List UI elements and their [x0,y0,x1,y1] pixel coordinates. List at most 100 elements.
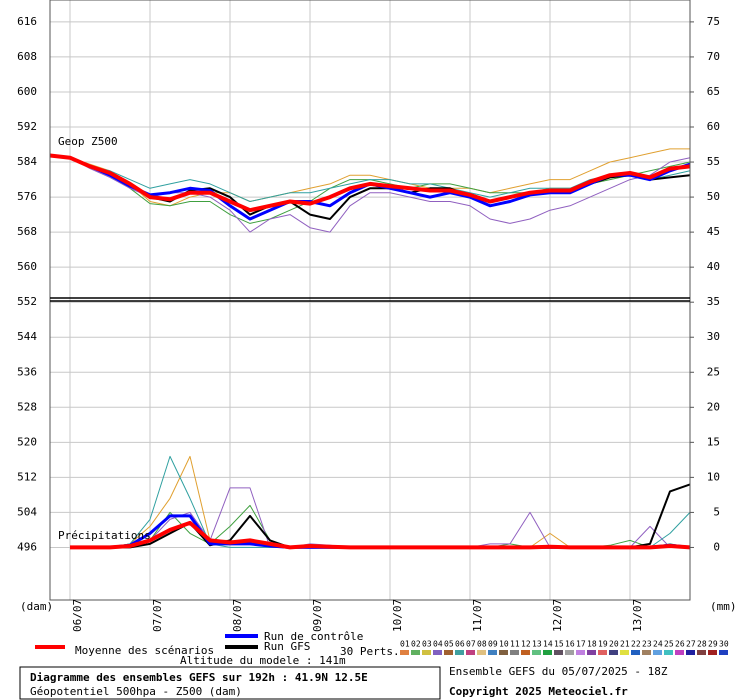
perturbation-swatch [444,650,453,655]
y2-tick-label: 25 [707,365,720,378]
y2-tick-label: 60 [707,120,720,133]
y2-tick-label: 15 [707,435,720,448]
y-tick-label: 520 [17,435,37,448]
perturbation-id: 10 [499,640,509,649]
x-tick-label: 07/07 [151,599,164,632]
member-z500-line [49,155,691,202]
perturbation-swatch [609,650,618,655]
perturbation-id: 18 [587,640,597,649]
y2-tick-label: 65 [707,85,720,98]
perturbation-id: 21 [620,640,630,649]
x-tick-label: 12/07 [551,599,564,632]
y-tick-label: 592 [17,120,37,133]
y2-tick-label: 55 [707,155,720,168]
perturbation-id: 13 [532,640,542,649]
y-tick-label: 576 [17,190,37,203]
y2-tick-label: 35 [707,295,720,308]
precip-label: Précipitations [58,529,151,542]
perturbation-swatch [631,650,640,655]
legend-label: Run de contrôle [264,630,363,643]
perturbation-id: 14 [543,640,553,649]
perturbation-id: 24 [653,640,663,649]
y2-axis-label: (mm) [710,600,737,613]
perturbation-swatch [433,650,442,655]
perturbation-id: 25 [664,640,674,649]
y-tick-label: 616 [17,15,37,28]
perturbation-swatch [488,650,497,655]
x-tick-label: 08/07 [231,599,244,632]
perturbation-id: 11 [510,640,520,649]
y-tick-label: 568 [17,225,37,238]
perturbation-id: 19 [598,640,608,649]
chart-title: Diagramme des ensembles GEFS sur 192h : … [30,671,368,684]
perturbation-swatch [686,650,695,655]
y-tick-label: 552 [17,295,37,308]
y2-tick-label: 75 [707,15,720,28]
perturbation-id: 30 [719,640,729,649]
altitude: Altitude du modele : 141m [180,654,346,667]
perturbation-swatch [466,650,475,655]
perturbation-id: 09 [488,640,498,649]
z500-label: Geop Z500 [58,135,118,148]
plot-frame [49,0,691,601]
y-axis-label: (dam) [20,600,53,613]
perturbation-swatch [499,650,508,655]
perturbation-id: 06 [455,640,465,649]
legend-label: Moyenne des scénarios [75,644,214,657]
perturbation-swatch [576,650,585,655]
perturbation-id: 05 [444,640,454,649]
perturbation-swatch [521,650,530,655]
x-tick-label: 13/07 [631,599,644,632]
perturbation-swatch [565,650,574,655]
perturbation-swatch [455,650,464,655]
y-tick-label: 512 [17,470,37,483]
perturbation-swatch [653,650,662,655]
perturbations-label: 30 Perts. [340,645,400,658]
y-tick-label: 560 [17,260,37,273]
x-tick-label: 09/07 [311,599,324,632]
perturbation-swatch [554,650,563,655]
perturbation-swatch [532,650,541,655]
perturbation-id: 12 [521,640,531,649]
y-tick-label: 504 [17,505,37,518]
perturbation-swatch [719,650,728,655]
member-z500-line [49,148,690,207]
y2-tick-label: 0 [713,540,720,553]
perturbation-id: 01 [400,640,410,649]
perturbation-id: 28 [697,640,707,649]
perturbation-id: 29 [708,640,718,649]
perturbation-id: 17 [576,640,586,649]
perturbation-swatch [642,650,651,655]
perturbation-swatch [708,650,717,655]
chart-subtitle: Géopotentiel 500hpa - Z500 (dam) [30,685,242,698]
y2-tick-label: 45 [707,225,720,238]
perturbation-swatch [411,650,420,655]
perturbation-id: 04 [433,640,443,649]
perturbation-swatch [675,650,684,655]
y-tick-label: 584 [17,155,37,168]
y2-tick-label: 30 [707,330,720,343]
perturbation-id: 07 [466,640,476,649]
y2-tick-label: 20 [707,400,720,413]
perturbation-swatch [587,650,596,655]
y-tick-label: 544 [17,330,37,343]
y-tick-label: 608 [17,50,37,63]
perturbation-swatch [598,650,607,655]
perturbation-swatch [510,650,519,655]
y2-tick-label: 5 [713,505,720,518]
perturbation-id: 02 [411,640,421,649]
perturbation-swatch [543,650,552,655]
x-tick-label: 06/07 [71,599,84,632]
y2-tick-label: 10 [707,470,720,483]
run-info: Ensemble GEFS du 05/07/2025 - 18Z [449,665,668,678]
perturbation-id: 20 [609,640,619,649]
perturbation-swatch [697,650,706,655]
perturbation-id: 16 [565,640,575,649]
x-tick-label: 11/07 [471,599,484,632]
perturbation-id: 15 [554,640,564,649]
perturbation-swatch [620,650,629,655]
perturbation-swatch [477,650,486,655]
perturbation-id: 22 [631,640,641,649]
perturbation-id: 03 [422,640,432,649]
